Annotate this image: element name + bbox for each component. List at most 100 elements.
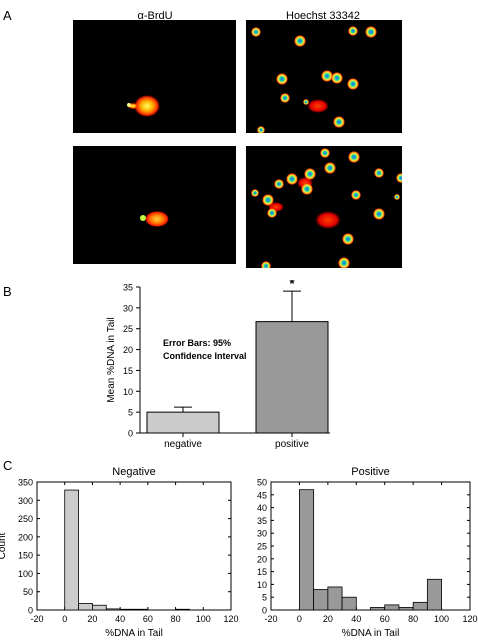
nucleus: [286, 173, 298, 185]
x-tick-label: -20: [30, 614, 43, 624]
y-tick-label: 150: [18, 551, 33, 561]
bar-chart: 0 5 10 15 20 25 30 35 Mean %DNA in Tail negative p…: [106, 280, 330, 450]
x-tick-label: 0: [62, 614, 67, 624]
histogram-bar: [313, 589, 329, 611]
comet-tail: [315, 211, 341, 229]
histogram-bar: [133, 608, 149, 611]
histogram-negative: Negative-20 0 20 40 60 80 100 12005010015020025…: [0, 466, 239, 639]
nucleus: [301, 183, 313, 195]
y-tick-label: 10: [257, 580, 267, 590]
significance-marker: *: [289, 280, 295, 291]
x-tick-label: 120: [223, 614, 238, 624]
y-tick-label: 350: [18, 478, 33, 488]
x-tick-label: 60: [143, 614, 153, 624]
histogram-bar: [175, 608, 190, 611]
x-tick-label: positive: [275, 439, 309, 450]
x-tick-label: 80: [171, 614, 181, 624]
x-tick-label: -20: [264, 614, 277, 624]
panel-c-label: C: [3, 458, 13, 473]
nucleus: [320, 148, 330, 158]
panel-b-label: B: [3, 284, 12, 299]
y-tick-label: 20: [123, 345, 133, 355]
micrograph-hoechst-1: [246, 20, 402, 134]
y-axis-label: Count: [0, 532, 8, 559]
column-title-brdu: α-BrdU: [137, 10, 173, 22]
nucleus: [348, 151, 360, 163]
x-tick-label: 80: [408, 614, 418, 624]
nucleus: [333, 116, 345, 128]
histogram-bar: [64, 489, 79, 611]
histogram-bar: [398, 607, 414, 611]
histogram-bar: [299, 489, 315, 611]
y-tick-label: 40: [257, 503, 267, 513]
y-tick-label: 5: [262, 593, 267, 603]
nucleus: [342, 233, 354, 245]
x-tick-label: 120: [462, 614, 477, 624]
nucleus: [262, 194, 274, 206]
y-tick-label: 45: [257, 490, 267, 500]
nucleus: [274, 179, 284, 189]
annotation-line: Error Bars: 95%: [163, 338, 231, 348]
x-tick-label: negative: [164, 439, 202, 450]
x-tick-label: 100: [196, 614, 211, 624]
nucleus: [251, 189, 259, 197]
histogram-bar: [426, 578, 442, 611]
bar-positive: [255, 321, 329, 434]
bar-negative: [146, 411, 220, 434]
y-axis-label: Mean %DNA in Tail: [106, 317, 117, 402]
x-axis-label: %DNA in Tail: [105, 628, 163, 639]
nucleus: [321, 70, 333, 82]
y-tick-label: 200: [18, 532, 33, 542]
y-tick-label: 30: [257, 529, 267, 539]
nucleus: [280, 93, 290, 103]
y-tick-label: 0: [28, 606, 33, 616]
nucleus: [267, 208, 277, 218]
y-tick-label: 300: [18, 496, 33, 506]
nucleus: [251, 27, 261, 37]
nucleus: [394, 194, 400, 200]
nucleus: [294, 35, 306, 47]
nucleus: [374, 168, 384, 178]
histogram-title: Negative: [112, 466, 155, 478]
y-tick-label: 0: [262, 606, 267, 616]
column-title-hoechst: Hoechst 33342: [286, 10, 360, 22]
nucleus: [348, 26, 358, 36]
histogram-bar: [92, 604, 107, 611]
x-tick-label: 60: [380, 614, 390, 624]
histogram-title: Positive: [351, 466, 390, 478]
y-tick-label: 0: [128, 429, 133, 439]
nucleus: [347, 78, 359, 90]
nucleus: [338, 257, 350, 269]
y-tick-label: 50: [23, 587, 33, 597]
annotation-line: Confidence Interval: [163, 351, 247, 361]
micrograph-brdu-2: [73, 146, 236, 264]
histogram-bar: [327, 586, 343, 611]
micrograph-brdu-1: [73, 20, 236, 133]
nucleus: [365, 26, 377, 38]
nucleus: [257, 126, 265, 134]
x-tick-label: 0: [297, 614, 302, 624]
x-tick-label: 40: [115, 614, 125, 624]
nucleus: [276, 73, 288, 85]
y-tick-label: 5: [128, 408, 133, 418]
micrograph-hoechst-2: [246, 146, 406, 271]
y-tick-label: 35: [257, 516, 267, 526]
nucleus: [351, 190, 361, 200]
nucleus: [396, 173, 406, 183]
x-tick-label: 20: [323, 614, 333, 624]
y-tick-label: 50: [257, 478, 267, 488]
nucleus: [331, 72, 343, 84]
comet-tail: [307, 99, 329, 113]
histogram-bar: [78, 603, 93, 611]
x-tick-label: 40: [351, 614, 361, 624]
y-tick-label: 15: [257, 567, 267, 577]
nucleus: [261, 261, 271, 271]
nucleus: [324, 162, 336, 174]
histogram-bar: [119, 608, 135, 611]
x-tick-label: 100: [434, 614, 449, 624]
y-tick-label: 30: [123, 303, 133, 313]
histogram-bar: [105, 608, 121, 611]
nucleus: [303, 99, 309, 105]
y-tick-label: 10: [123, 387, 133, 397]
y-tick-label: 25: [123, 324, 133, 334]
